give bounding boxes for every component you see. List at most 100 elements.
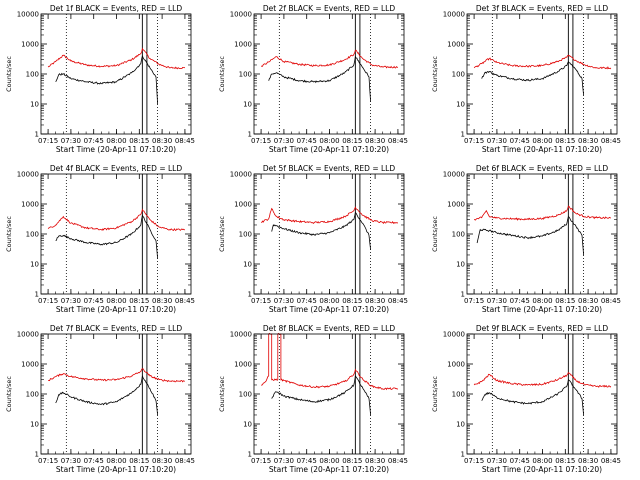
x-tick-label: 08:30 bbox=[365, 457, 385, 465]
series-line-red bbox=[260, 206, 399, 224]
series-line-black bbox=[55, 54, 158, 105]
x-tick-label: 07:15 bbox=[38, 457, 58, 465]
x-tick-label: 07:30 bbox=[487, 137, 507, 145]
x-tick-label: 08:45 bbox=[601, 137, 621, 145]
y-tick-label: 1 bbox=[248, 451, 252, 459]
x-tick-label: 08:15 bbox=[555, 137, 575, 145]
panel-det-3: Det 3f BLACK = Events, RED = LLD 1 10 100 10… bbox=[431, 4, 621, 154]
y-axis-label: Counts/sec bbox=[5, 376, 13, 412]
x-axis-label: Start Time (20-Apr-11 07:10:20) bbox=[269, 305, 389, 314]
x-tick-label: 07:15 bbox=[464, 137, 484, 145]
x-tick-label: 08:45 bbox=[388, 137, 408, 145]
x-tick-label: 07:15 bbox=[251, 457, 271, 465]
series-line-red bbox=[474, 205, 612, 221]
y-axis-label: Counts/sec bbox=[5, 56, 13, 92]
series-line-black bbox=[268, 55, 371, 102]
x-tick-label: 08:00 bbox=[532, 137, 552, 145]
y-tick-label: 10000 bbox=[230, 11, 252, 19]
x-tick-label: 08:45 bbox=[388, 297, 408, 305]
x-tick-label: 08:00 bbox=[319, 457, 339, 465]
y-axis-label: Counts/sec bbox=[5, 216, 13, 252]
y-tick-label: 1000 bbox=[234, 201, 252, 209]
series-line-black bbox=[481, 378, 584, 416]
x-tick-label: 08:00 bbox=[106, 137, 126, 145]
y-tick-label: 10 bbox=[243, 261, 252, 269]
x-tick-label: 07:30 bbox=[274, 137, 294, 145]
panel-title: Det 6f BLACK = Events, RED = LLD bbox=[476, 164, 609, 173]
y-tick-label: 10000 bbox=[230, 171, 252, 179]
y-tick-label: 10 bbox=[456, 421, 465, 429]
x-tick-label: 07:30 bbox=[274, 297, 294, 305]
x-axis-label: Start Time (20-Apr-11 07:10:20) bbox=[482, 465, 602, 474]
y-tick-label: 10 bbox=[456, 261, 465, 269]
panel-det-8: Det 8f BLACK = Events, RED = LLD 1 10 100 10… bbox=[218, 324, 408, 474]
y-tick-label: 1 bbox=[35, 291, 39, 299]
x-tick-label: 08:30 bbox=[152, 457, 172, 465]
y-axis-label: Counts/sec bbox=[218, 56, 226, 92]
series-line-red bbox=[48, 368, 185, 383]
series-line-red bbox=[261, 49, 399, 69]
x-tick-label: 08:00 bbox=[106, 457, 126, 465]
x-tick-label: 07:15 bbox=[464, 457, 484, 465]
y-tick-label: 1 bbox=[35, 131, 39, 139]
x-tick-label: 07:30 bbox=[274, 457, 294, 465]
x-tick-label: 08:15 bbox=[342, 457, 362, 465]
y-tick-label: 10000 bbox=[443, 171, 465, 179]
x-tick-label: 08:45 bbox=[175, 297, 195, 305]
y-tick-label: 1000 bbox=[21, 201, 39, 209]
series-line-red bbox=[47, 208, 186, 232]
x-tick-label: 07:45 bbox=[510, 457, 530, 465]
x-axis-label: Start Time (20-Apr-11 07:10:20) bbox=[482, 305, 602, 314]
x-tick-label: 07:45 bbox=[297, 297, 317, 305]
y-tick-label: 10 bbox=[243, 421, 252, 429]
x-tick-label: 08:15 bbox=[555, 457, 575, 465]
panel-title: Det 7f BLACK = Events, RED = LLD bbox=[50, 324, 183, 333]
x-tick-label: 07:30 bbox=[61, 137, 81, 145]
y-tick-label: 10 bbox=[243, 101, 252, 109]
x-tick-label: 08:30 bbox=[578, 137, 598, 145]
x-axis-label: Start Time (20-Apr-11 07:10:20) bbox=[269, 465, 389, 474]
x-tick-label: 08:15 bbox=[342, 297, 362, 305]
y-tick-label: 1 bbox=[461, 291, 465, 299]
y-tick-label: 1 bbox=[248, 131, 252, 139]
x-tick-label: 08:00 bbox=[319, 297, 339, 305]
x-tick-label: 08:15 bbox=[129, 457, 149, 465]
x-tick-label: 08:30 bbox=[152, 137, 172, 145]
x-tick-label: 07:15 bbox=[251, 137, 271, 145]
x-tick-label: 07:45 bbox=[297, 457, 317, 465]
y-tick-label: 100 bbox=[239, 391, 252, 399]
x-tick-label: 08:15 bbox=[129, 137, 149, 145]
x-tick-label: 07:45 bbox=[84, 137, 104, 145]
panel-det-6: Det 6f BLACK = Events, RED = LLD 1 10 100 10… bbox=[431, 164, 621, 314]
x-tick-label: 08:30 bbox=[365, 297, 385, 305]
y-tick-label: 100 bbox=[26, 391, 39, 399]
panel-det-9: Det 9f BLACK = Events, RED = LLD 1 10 100 10… bbox=[431, 324, 621, 474]
y-tick-label: 100 bbox=[26, 231, 39, 239]
x-tick-label: 08:00 bbox=[532, 457, 552, 465]
x-tick-label: 08:15 bbox=[129, 297, 149, 305]
y-tick-label: 1 bbox=[35, 451, 39, 459]
y-tick-label: 1000 bbox=[447, 361, 465, 369]
x-axis-label: Start Time (20-Apr-11 07:10:20) bbox=[269, 145, 389, 154]
x-tick-label: 08:15 bbox=[555, 297, 575, 305]
y-tick-label: 10 bbox=[456, 101, 465, 109]
y-tick-label: 100 bbox=[452, 71, 465, 79]
y-tick-label: 10000 bbox=[17, 11, 39, 19]
x-tick-label: 08:30 bbox=[152, 297, 172, 305]
x-tick-label: 07:30 bbox=[61, 297, 81, 305]
series-line-black bbox=[481, 60, 584, 96]
panel-title: Det 9f BLACK = Events, RED = LLD bbox=[476, 324, 609, 333]
x-tick-label: 07:45 bbox=[84, 457, 104, 465]
x-tick-label: 08:45 bbox=[175, 457, 195, 465]
x-tick-label: 08:30 bbox=[578, 297, 598, 305]
x-tick-label: 08:45 bbox=[388, 457, 408, 465]
x-axis-label: Start Time (20-Apr-11 07:10:20) bbox=[56, 465, 176, 474]
x-tick-label: 07:45 bbox=[297, 137, 317, 145]
y-axis-label: Counts/sec bbox=[218, 376, 226, 412]
y-tick-label: 1000 bbox=[447, 41, 465, 49]
y-tick-label: 100 bbox=[26, 71, 39, 79]
x-tick-label: 07:45 bbox=[84, 297, 104, 305]
series-line-black bbox=[271, 374, 371, 416]
x-tick-label: 08:30 bbox=[578, 457, 598, 465]
